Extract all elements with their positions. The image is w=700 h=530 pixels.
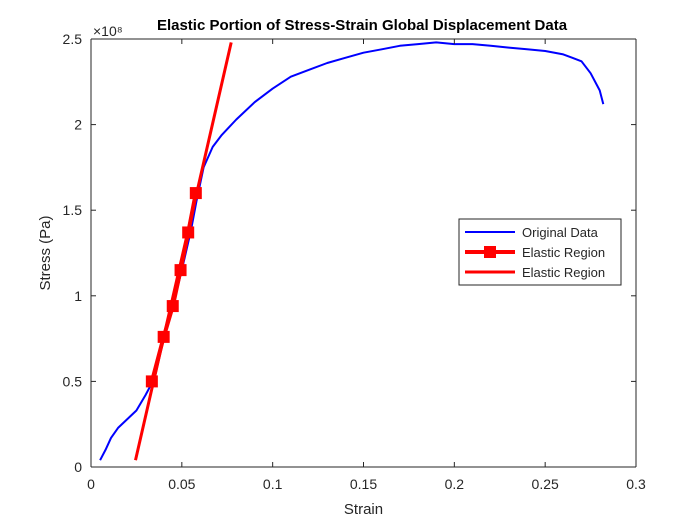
- legend-entry-label: Elastic Region: [522, 265, 605, 280]
- legend-entry-label: Original Data: [522, 225, 599, 240]
- x-axis-label: Strain: [344, 501, 383, 518]
- y-axis-exponent: ×10⁸: [93, 23, 123, 39]
- x-tick-label: 0: [87, 476, 95, 492]
- series-line-2: [134, 42, 233, 461]
- y-tick-label: 2: [74, 117, 82, 133]
- y-tick-label: 1.5: [63, 202, 83, 218]
- y-tick-label: 2.5: [63, 31, 83, 47]
- x-tick-label: 0.3: [626, 476, 646, 492]
- series-layer: [99, 41, 605, 461]
- tick-layer: 0 0.05 0.1 0.15 0.2 0.25 0.3 0 0.5 1 1.5 2 2.5: [63, 31, 646, 492]
- y-tick-label: 0.5: [63, 373, 83, 389]
- x-tick-label: 0.2: [445, 476, 465, 492]
- legend[interactable]: Original Data Elastic Region Elastic Regio…: [458, 218, 622, 286]
- y-tick-label: 0: [74, 459, 82, 475]
- x-tick-label: 0.25: [532, 476, 559, 492]
- y-tick-label: 1: [74, 288, 82, 304]
- x-tick-label: 0.05: [168, 476, 195, 492]
- y-axis-label: Stress (Pa): [37, 215, 54, 290]
- legend-entry-label: Elastic Region: [522, 245, 605, 260]
- legend-marker: [484, 246, 496, 258]
- x-tick-label: 0.15: [350, 476, 377, 492]
- x-tick-label: 0.1: [263, 476, 283, 492]
- chart-title: Elastic Portion of Stress-Strain Global …: [157, 17, 568, 34]
